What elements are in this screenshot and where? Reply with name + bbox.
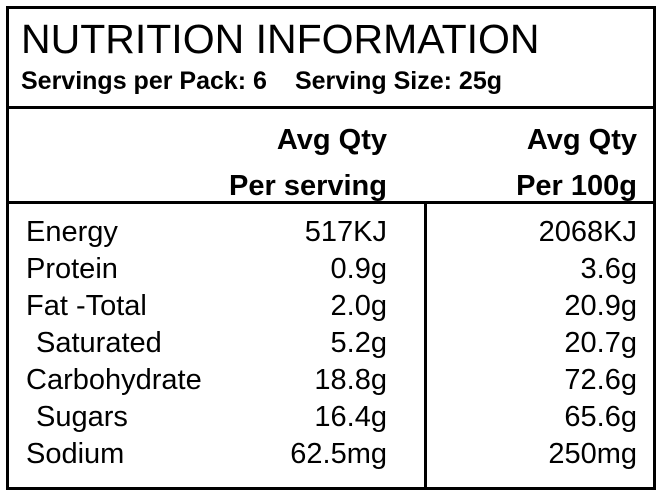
per-100g-value: 250mg — [548, 438, 637, 470]
nutrition-panel: NUTRITION INFORMATION Servings per Pack:… — [6, 6, 656, 490]
nutrient-label: Saturated — [36, 327, 162, 359]
column-header-per-serving: Avg Qty Per serving — [229, 117, 387, 209]
column-header-per-serving-line1: Avg Qty — [276, 124, 387, 156]
per-serving-value: 18.8g — [314, 364, 387, 396]
table-row: Sodium 62.5mg 250mg — [9, 436, 653, 473]
column-header-per-100g-line2: Per 100g — [516, 170, 637, 202]
panel-title: NUTRITION INFORMATION — [21, 16, 540, 62]
per-100g-value: 72.6g — [564, 364, 637, 396]
per-serving-value: 16.4g — [314, 401, 387, 433]
per-100g-value: 20.7g — [564, 327, 637, 359]
per-serving-value: 0.9g — [330, 253, 387, 285]
per-serving-value: 5.2g — [330, 327, 387, 359]
header-divider — [9, 106, 653, 109]
nutrient-label: Sugars — [36, 401, 128, 433]
per-serving-value: 2.0g — [330, 290, 387, 322]
column-header-per-serving-line2: Per serving — [229, 170, 387, 202]
nutrient-label: Sodium — [26, 438, 125, 470]
table-row: Saturated 5.2g 20.7g — [9, 325, 653, 362]
per-serving-value: 517KJ — [304, 216, 387, 248]
per-serving-value: 62.5mg — [290, 438, 387, 470]
column-divider — [424, 201, 427, 487]
table-row: Fat -Total 2.0g 20.9g — [9, 288, 653, 325]
serving-size: Serving Size: 25g — [294, 67, 502, 95]
column-header-per-100g-line1: Avg Qty — [526, 124, 637, 156]
nutrient-label: Energy — [26, 216, 118, 248]
nutrient-label: Fat -Total — [26, 290, 147, 322]
per-100g-value: 20.9g — [564, 290, 637, 322]
nutrient-rows: Energy 517KJ 2068KJ Protein 0.9g 3.6g Fa… — [9, 214, 653, 473]
column-header-per-100g: Avg Qty Per 100g — [516, 117, 637, 209]
table-divider — [9, 201, 653, 204]
nutrient-label: Carbohydrate — [26, 364, 202, 396]
per-100g-value: 2068KJ — [538, 216, 637, 248]
nutrient-label: Protein — [26, 253, 118, 285]
table-row: Energy 517KJ 2068KJ — [9, 214, 653, 251]
table-row: Carbohydrate 18.8g 72.6g — [9, 362, 653, 399]
per-100g-value: 65.6g — [564, 401, 637, 433]
per-100g-value: 3.6g — [580, 253, 637, 285]
servings-per-pack: Servings per Pack: 6 — [21, 67, 267, 95]
table-row: Sugars 16.4g 65.6g — [9, 399, 653, 436]
table-row: Protein 0.9g 3.6g — [9, 251, 653, 288]
serving-info: Servings per Pack: 6 Serving Size: 25g — [21, 65, 502, 97]
